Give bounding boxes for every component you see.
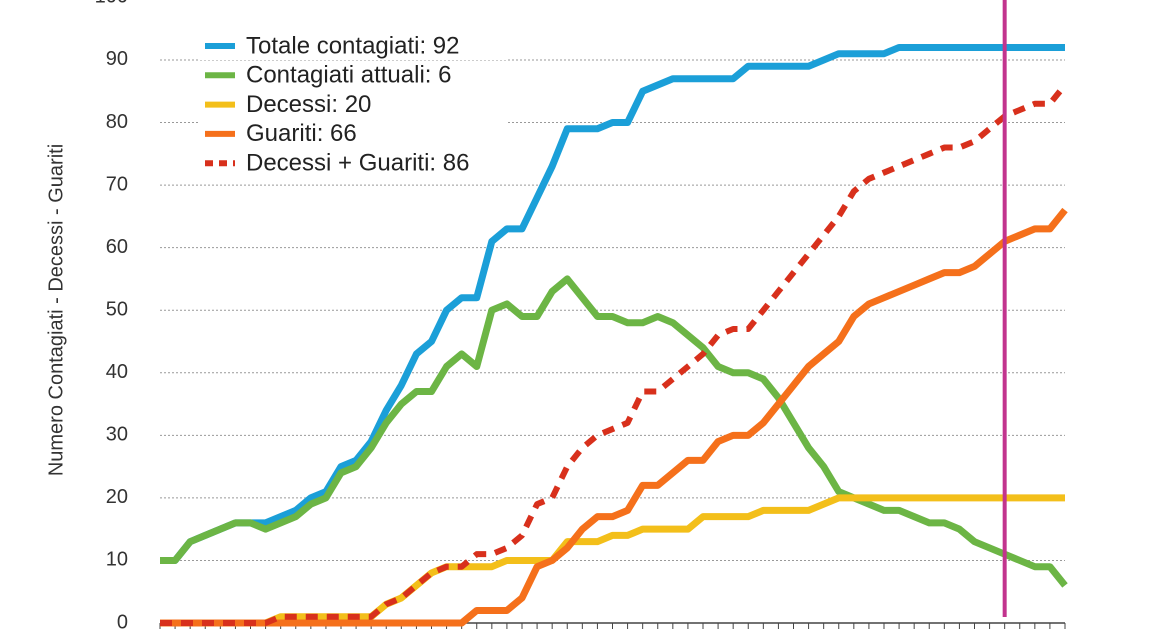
y-tick-label: 50 — [106, 298, 128, 320]
legend-bg — [198, 149, 508, 178]
y-tick-label: 10 — [106, 549, 128, 571]
legend-bg — [198, 90, 508, 119]
y-tick-label: 80 — [106, 111, 128, 133]
legend-bg — [198, 119, 508, 148]
y-tick-label: 90 — [106, 48, 128, 70]
y-tick-label: 30 — [106, 424, 128, 446]
legend-label: Guariti: 66 — [246, 120, 357, 147]
legend-label: Totale contagiati: 92 — [246, 32, 459, 59]
legend-label: Decessi + Guariti: 86 — [246, 150, 469, 177]
y-tick-label: 100 — [95, 0, 128, 8]
series-line — [160, 83, 1068, 626]
legend-bg — [198, 32, 508, 60]
legend-bg — [198, 61, 508, 90]
series-line — [160, 43, 1065, 564]
y-axis-label: Numero Contagiati - Decessi - Guariti — [45, 144, 67, 476]
y-tick-label: 20 — [106, 486, 128, 508]
y-tick-label: 0 — [117, 611, 128, 633]
y-tick-label: 60 — [106, 236, 128, 258]
y-tick-label: 70 — [106, 173, 128, 195]
legend-label: Contagiati attuali: 6 — [246, 62, 451, 89]
legend-label: Decessi: 20 — [246, 91, 371, 118]
series-line — [160, 207, 1068, 627]
series-line — [160, 275, 1068, 588]
y-tick-label: 40 — [106, 361, 128, 383]
